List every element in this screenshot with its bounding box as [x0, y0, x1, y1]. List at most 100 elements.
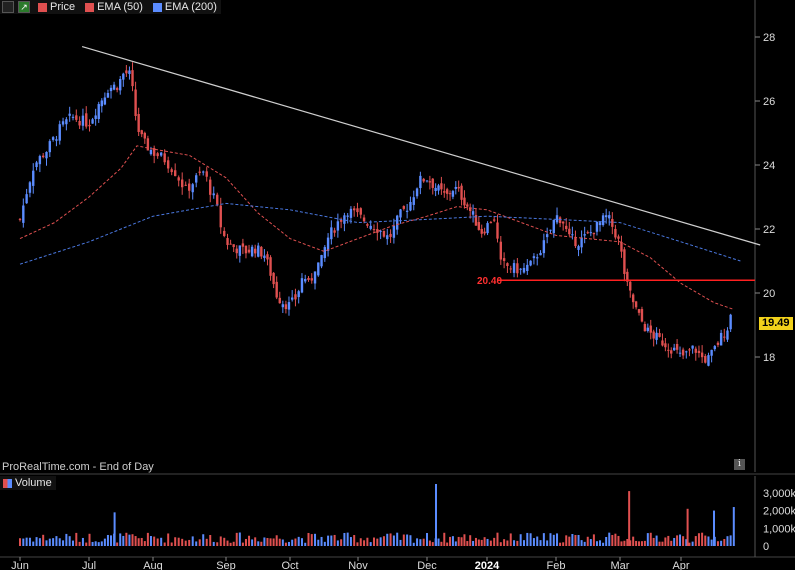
candle-body [281, 304, 285, 308]
volume-label[interactable]: Volume [15, 477, 52, 489]
candle-body [443, 191, 446, 193]
volume-bar [704, 535, 707, 546]
candle-body [140, 130, 143, 135]
volume-bar [300, 538, 303, 546]
candle-body [247, 249, 251, 253]
volume-bar [454, 541, 457, 546]
volume-bar [412, 542, 415, 546]
volume-bar [396, 532, 399, 546]
volume-bar [658, 541, 661, 546]
candle-body [241, 243, 245, 247]
volume-bar [209, 534, 212, 546]
candle-body [310, 278, 313, 281]
candle-body [710, 349, 713, 356]
candle-body [532, 256, 536, 259]
candle-body [356, 208, 359, 213]
candle-body [629, 281, 632, 291]
volume-bar [181, 538, 184, 546]
volume-bar [336, 540, 339, 546]
volume-bar [595, 541, 598, 546]
volume-bar [71, 540, 74, 546]
candle-body [304, 278, 307, 282]
candle-body [366, 224, 369, 226]
candle-body [61, 121, 65, 125]
info-icon[interactable]: i [734, 459, 745, 470]
candle-body [477, 222, 481, 230]
volume-bar [156, 538, 159, 546]
volume-bar [85, 542, 88, 546]
volume-bar [163, 542, 166, 546]
candle-body [431, 178, 434, 188]
candle-body [278, 297, 281, 304]
candle-body [359, 208, 362, 215]
volume-panel: 3,000k 2,000k 1,000k 0 [0, 476, 795, 558]
volume-bar [422, 538, 425, 546]
volume-bar [317, 539, 320, 546]
candle-body [522, 267, 526, 273]
candle-body [454, 186, 457, 189]
volume-bar [577, 534, 580, 546]
volume-bar [640, 541, 643, 546]
source-attribution: ProRealTime.com - End of Day [2, 461, 154, 473]
volume-bar [519, 534, 522, 546]
volume-bar [379, 537, 382, 546]
candle-body [463, 197, 466, 206]
legend-ema50-label[interactable]: EMA (50) [97, 1, 143, 13]
candle-body [549, 229, 552, 231]
candle-body [568, 228, 571, 235]
candle-body [536, 257, 539, 259]
volume-bar [294, 538, 297, 546]
candle-body [122, 73, 125, 80]
volume-bar [174, 537, 177, 546]
candle-body [623, 249, 626, 274]
volume-bar [223, 537, 226, 546]
volume-bar [35, 537, 38, 546]
volume-bar [191, 536, 194, 546]
candle-body [437, 185, 440, 191]
candle-body [664, 343, 667, 348]
volume-bar [143, 541, 146, 546]
volume-bar [216, 542, 219, 546]
x-tick-label: Mar [611, 560, 630, 570]
volume-bar [688, 542, 691, 546]
volume-bar [486, 538, 489, 546]
volume-bar [363, 540, 366, 546]
checkmark-icon[interactable]: ↗ [18, 1, 30, 13]
candle-body [389, 233, 392, 237]
legend-price-label[interactable]: Price [50, 1, 76, 13]
candle-body [529, 260, 532, 266]
volume-bar [546, 540, 549, 546]
volume-legend: Volume [0, 476, 56, 490]
candle-body [376, 229, 379, 233]
candle-body [184, 184, 187, 186]
volume-bar [574, 534, 577, 546]
volume-bar [457, 536, 460, 546]
candle-body [428, 181, 432, 183]
volume-bar [353, 535, 356, 546]
candle-body [134, 89, 137, 117]
candle-body [97, 104, 100, 120]
legend-ema200-label[interactable]: EMA (200) [164, 1, 217, 13]
volume-bar [469, 535, 472, 546]
candle-body [65, 119, 68, 125]
candle-body [244, 245, 248, 254]
candle-body [326, 237, 330, 251]
volume-bar [356, 542, 359, 546]
volume-bar [22, 538, 25, 546]
x-tick-label: Jun [11, 560, 29, 570]
volume-bar [614, 533, 617, 546]
volume-bar [539, 540, 542, 546]
volume-bar [532, 538, 535, 546]
candle-body [555, 215, 559, 223]
volume-bar [244, 538, 247, 546]
candle-body [422, 178, 425, 182]
volume-bar [28, 537, 31, 546]
candle-body [412, 197, 415, 205]
volume-bar [635, 540, 638, 546]
volume-bar [263, 537, 266, 546]
x-tick-label: Feb [547, 560, 566, 570]
volume-bar [726, 536, 729, 546]
volume-tick-label: 2,000k [763, 506, 795, 518]
volume-spike-bar [628, 491, 631, 546]
panel-menu-icon[interactable] [2, 1, 14, 13]
